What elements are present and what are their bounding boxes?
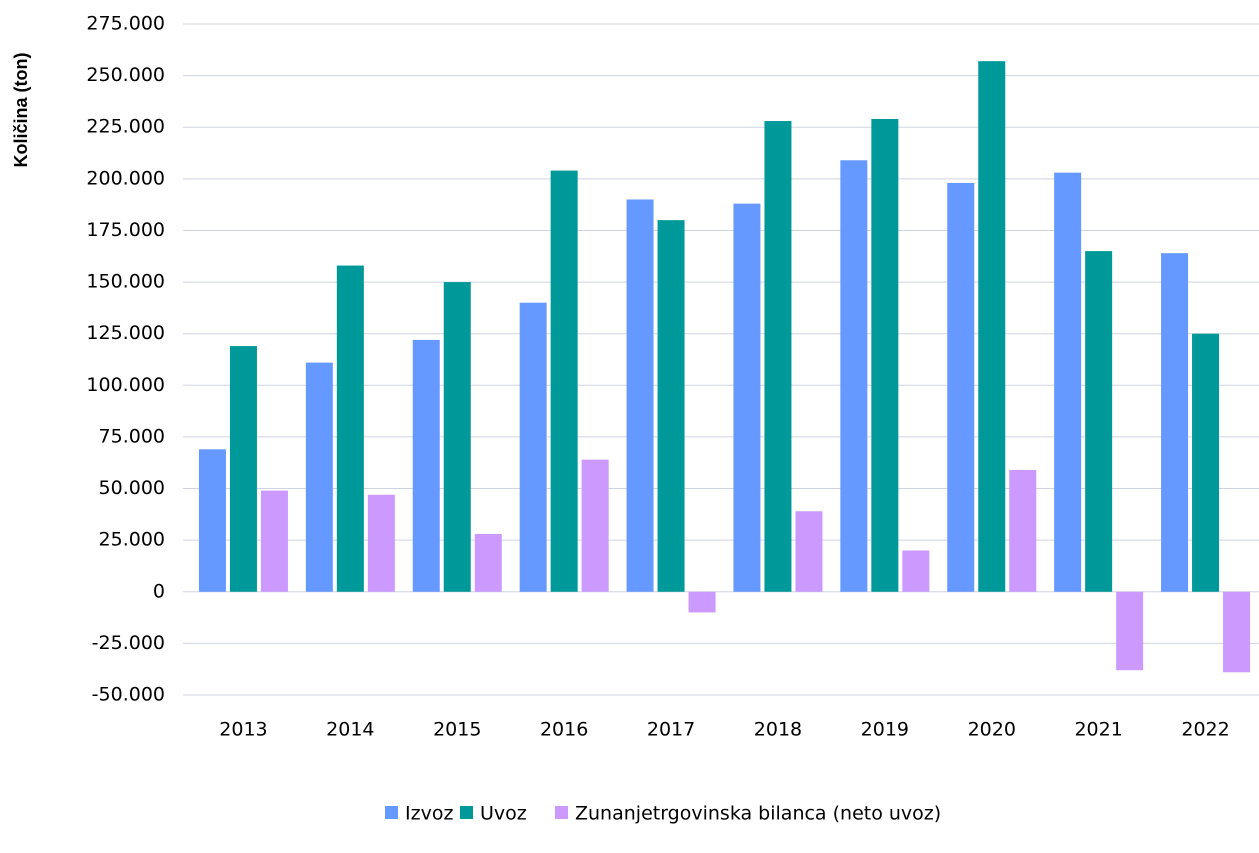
legend-swatch [555,806,568,819]
bar [795,511,823,592]
bar [229,346,257,592]
y-tick-label: 100.000 [86,374,165,396]
x-tick-label: 2017 [647,719,695,741]
bar [902,550,930,592]
bar [1192,333,1220,592]
legend-swatch [460,806,473,819]
bar [305,362,333,592]
bar [733,203,761,592]
x-tick-label: 2015 [433,719,481,741]
y-tick-label: 25.000 [99,529,165,551]
y-tick-label: 275.000 [86,13,165,35]
y-tick-label: 50.000 [99,477,165,499]
x-tick-label: 2020 [968,719,1016,741]
legend-label: Zunanjetrgovinska bilanca (neto uvoz) [575,803,941,825]
y-tick-label: 250.000 [86,64,165,86]
bar [198,449,226,592]
bar [1161,253,1189,592]
bar [336,265,364,592]
x-tick-label: 2016 [540,719,588,741]
bar [947,182,975,592]
x-tick-label: 2019 [861,719,909,741]
bar [260,490,288,592]
bar [1085,251,1113,592]
bar [550,170,578,592]
y-tick-label: 225.000 [86,116,165,138]
bar [1116,591,1144,671]
y-axis-label: Količina (ton) [11,53,31,168]
y-tick-label: 0 [153,580,165,602]
legend-label: Izvoz [405,803,453,825]
bar [519,302,547,592]
y-tick-label: -50.000 [92,684,165,706]
x-tick-label: 2022 [1181,719,1229,741]
x-tick-label: 2013 [219,719,267,741]
bar [764,121,792,592]
bar [978,61,1006,592]
bar [1223,591,1251,673]
bar [657,220,685,592]
bar [1054,172,1082,592]
bar [688,591,716,613]
y-tick-label: 125.000 [86,322,165,344]
y-tick-label: 200.000 [86,167,165,189]
y-tick-label: -25.000 [92,632,165,654]
y-tick-label: 75.000 [99,425,165,447]
bar [474,533,502,592]
y-tick-label: 150.000 [86,271,165,293]
x-tick-label: 2014 [326,719,374,741]
bar [871,118,899,592]
y-tick-label: 175.000 [86,219,165,241]
bar [626,199,654,592]
bar [581,459,609,592]
legend-swatch [385,806,398,819]
bar [367,494,395,592]
bar [840,160,868,592]
bar [412,339,440,592]
x-tick-label: 2021 [1074,719,1122,741]
bar [1009,469,1037,592]
x-tick-label: 2018 [754,719,802,741]
legend-label: Uvoz [480,803,527,825]
bar [443,282,471,592]
